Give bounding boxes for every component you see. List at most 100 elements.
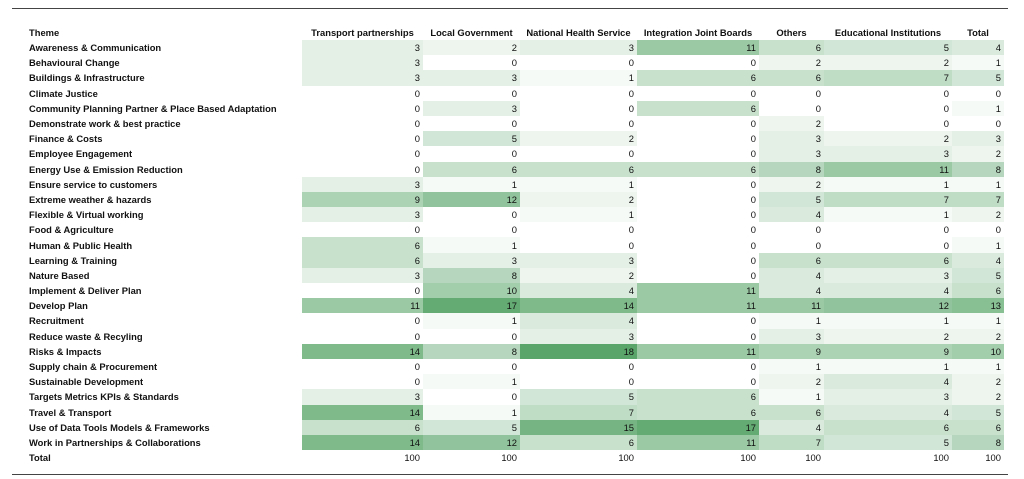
heatmap-cell: 0: [423, 222, 520, 238]
heatmap-cell: 0: [637, 222, 759, 238]
heatmap-cell: 6: [520, 434, 637, 451]
heatmap-cell: 8: [423, 267, 520, 283]
heatmap-cell: 2: [759, 176, 824, 192]
heatmap-cell: 0: [637, 191, 759, 208]
heatmap-cell: 0: [520, 237, 637, 253]
theme-label: Supply chain & Procurement: [29, 361, 158, 373]
heatmap-cell: 1: [824, 176, 952, 192]
heatmap-cell: 4: [824, 374, 952, 390]
theme-label: Community Planning Partner & Place Based…: [29, 102, 277, 114]
total-cell: 100: [501, 452, 517, 464]
heatmap-cell: 3: [520, 40, 637, 56]
heatmap-cell: 0: [824, 85, 952, 101]
heatmap-cell: 3: [520, 252, 637, 268]
heatmap-cell: 3: [520, 328, 637, 344]
column-header: Educational Institutions: [834, 27, 942, 38]
heatmap-cell: 0: [423, 207, 520, 223]
heatmap-cell: 0: [302, 131, 423, 147]
table-row: Buildings & Infrastructure 3 3 1 6 6 7 5: [26, 70, 1004, 86]
heatmap-cell: 7: [824, 70, 952, 86]
heatmap-cell: 0: [637, 146, 759, 162]
theme-label: Human & Public Health: [29, 239, 133, 251]
heatmap-cell: 2: [520, 131, 637, 147]
heatmap-cell: 1: [952, 55, 1004, 71]
heatmap-cell: 0: [423, 115, 520, 132]
heatmap-cell: 5: [759, 191, 824, 208]
heatmap-cell: 3: [824, 146, 952, 162]
heatmap-cell: 4: [759, 207, 824, 223]
table-row: Demonstrate work & best practice 0 0 0 0 2 0 0: [26, 115, 1004, 132]
theme-label: Employee Engagement: [29, 148, 133, 160]
heatmap-cell: 2: [520, 191, 637, 208]
header-theme: Theme: [29, 27, 60, 38]
heatmap-cell: 10: [423, 283, 520, 299]
heatmap-cell: 0: [302, 374, 423, 390]
heatmap-cell: 0: [637, 115, 759, 132]
heatmap-cell: 2: [952, 207, 1004, 223]
heatmap-cell: 1: [824, 313, 952, 329]
heatmap-cell: 5: [824, 40, 952, 56]
heatmap-cell: 4: [952, 252, 1004, 268]
heatmap-cell: 6: [824, 419, 952, 435]
heatmap-cell: 2: [952, 374, 1004, 390]
theme-label: Energy Use & Emission Reduction: [29, 163, 183, 175]
heatmap-cell: 8: [423, 343, 520, 359]
heatmap-cell: 1: [423, 374, 520, 390]
heatmap-cell: 5: [824, 434, 952, 451]
heatmap-cell: 0: [952, 222, 1004, 238]
heatmap-cell: 0: [302, 115, 423, 132]
heatmap-cell: 9: [759, 343, 824, 359]
heatmap-cell: 0: [759, 237, 824, 253]
heatmap-cell: 4: [824, 404, 952, 420]
heatmap-cell: 0: [423, 328, 520, 344]
total-label: Total: [29, 452, 51, 464]
heatmap-cell: 2: [759, 55, 824, 71]
heatmap-cell: 3: [952, 131, 1004, 147]
total-cell: 100: [933, 452, 949, 464]
heatmap-cell: 12: [423, 434, 520, 451]
heatmap-cell: 0: [637, 374, 759, 390]
heatmap-cell: 7: [759, 434, 824, 451]
heatmap-cell: 2: [824, 131, 952, 147]
theme-label: Travel & Transport: [29, 406, 112, 418]
theme-label: Buildings & Infrastructure: [29, 72, 145, 84]
table-row: Energy Use & Emission Reduction 0 6 6 6 8 11 8: [26, 161, 1004, 177]
heatmap-cell: 0: [423, 358, 520, 375]
heatmap-cell: 3: [302, 207, 423, 223]
heatmap-cell: 11: [637, 40, 759, 56]
total-cell: 100: [985, 452, 1001, 464]
top-rule: [12, 8, 1008, 9]
heatmap-cell: 5: [423, 419, 520, 435]
heatmap-cell: 0: [759, 85, 824, 101]
heatmap-cell: 3: [824, 389, 952, 405]
heatmap-cell: 7: [824, 191, 952, 208]
heatmap-cell: 5: [520, 389, 637, 405]
heatmap-cell: 0: [520, 100, 637, 116]
heatmap-cell: 0: [520, 374, 637, 390]
heatmap-cell: 1: [423, 313, 520, 329]
heatmap-cell: 0: [637, 252, 759, 268]
heatmap-cell: 6: [824, 252, 952, 268]
table-row: Recruitment 0 1 4 0 1 1 1: [26, 313, 1004, 329]
heatmap-cell: 0: [637, 313, 759, 329]
heatmap-cell: 1: [520, 176, 637, 192]
heatmap-cell: 2: [423, 40, 520, 56]
table-row: Employee Engagement 0 0 0 0 3 3 2: [26, 146, 1004, 162]
table-row: Food & Agriculture 0 0 0 0 0 0 0: [26, 222, 1004, 238]
total-cell: 100: [618, 452, 634, 464]
table-row: Sustainable Development 0 1 0 0 2 4 2: [26, 374, 1004, 390]
theme-label: Reduce waste & Recyling: [29, 330, 143, 342]
theme-label: Develop Plan: [29, 300, 88, 312]
heatmap-cell: 0: [423, 389, 520, 405]
heatmap-cell: 0: [824, 222, 952, 238]
theme-label: Demonstrate work & best practice: [29, 118, 181, 130]
heatmap-cell: 0: [824, 237, 952, 253]
heatmap-cell: 5: [423, 131, 520, 147]
table-row: Targets Metrics KPIs & Standards 3 0 5 6 1 3 2: [26, 389, 1004, 405]
heatmap-cell: 3: [423, 100, 520, 116]
heatmap-cell: 14: [302, 404, 423, 420]
heatmap-cell: 0: [302, 100, 423, 116]
heatmap-cell: 1: [952, 176, 1004, 192]
heatmap-cell: 1: [423, 404, 520, 420]
heatmap-cell: 3: [759, 328, 824, 344]
